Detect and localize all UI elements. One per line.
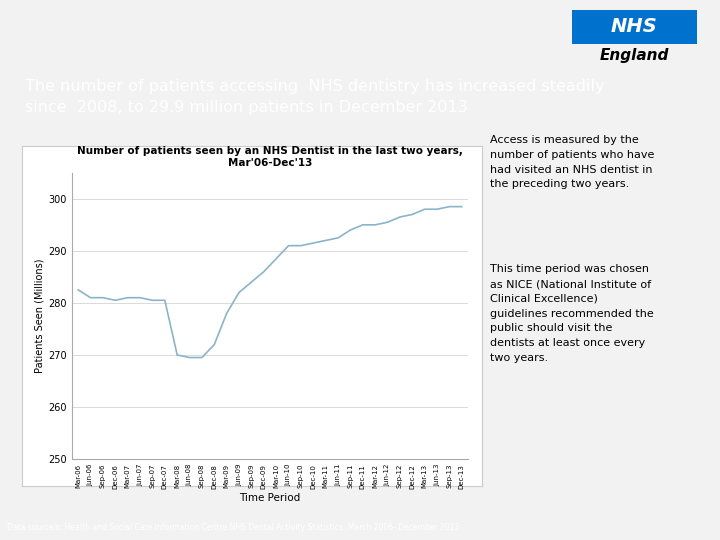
- Title: Number of patients seen by an NHS Dentist in the last two years,
Mar'06-Dec'13: Number of patients seen by an NHS Dentis…: [77, 146, 463, 168]
- Text: Data source/s: Health and Social Care Information Centre NHS Dental Activity Sta: Data source/s: Health and Social Care In…: [7, 523, 459, 532]
- Text: Access is measured by the
number of patients who have
had visited an NHS dentist: Access is measured by the number of pati…: [490, 135, 654, 190]
- Text: The number of patients accessing  NHS dentistry has increased steadily
since  20: The number of patients accessing NHS den…: [24, 79, 604, 116]
- Text: NHS: NHS: [611, 17, 657, 36]
- Y-axis label: Patients Seen (Millions): Patients Seen (Millions): [35, 259, 45, 373]
- Text: This time period was chosen
as NICE (National Institute of
Clinical Excellence)
: This time period was chosen as NICE (Nat…: [490, 264, 653, 363]
- X-axis label: Time Period: Time Period: [239, 493, 301, 503]
- Text: England: England: [600, 49, 669, 63]
- FancyBboxPatch shape: [572, 10, 697, 44]
